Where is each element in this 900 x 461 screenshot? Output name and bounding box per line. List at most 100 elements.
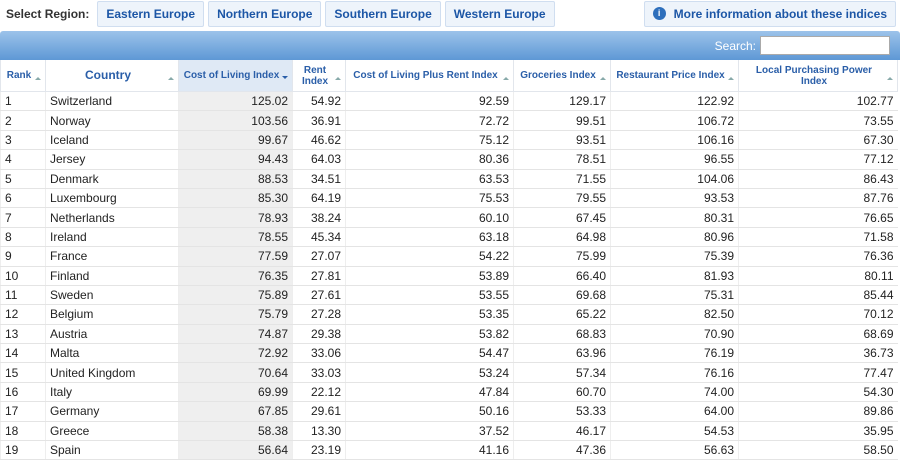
table-row: 10 Finland 76.35 27.81 53.89 66.40 81.93 80.11	[0, 266, 898, 286]
value-cell: 80.36	[345, 149, 514, 170]
table-row: 11 Sweden 75.89 27.61 53.55 69.68 75.31 85.44	[0, 285, 898, 306]
value-cell: 60.70	[513, 382, 611, 403]
search-bar: Search:	[0, 31, 900, 60]
column-header[interactable]: Cost of Living Plus Rent Index	[345, 60, 514, 92]
region-button[interactable]: Western Europe	[444, 0, 555, 27]
country-cell: Ireland	[45, 227, 179, 248]
value-cell: 69.68	[513, 285, 611, 306]
column-header[interactable]: Restaurant Price Index	[610, 60, 739, 92]
value-cell: 77.12	[738, 149, 898, 170]
rank-cell: 19	[0, 440, 46, 461]
table-row: 7 Netherlands 78.93 38.24 60.10 67.45 80.31 76.…	[0, 207, 898, 228]
value-cell: 106.16	[610, 130, 739, 151]
info-icon: i	[652, 7, 666, 20]
value-cell: 38.24	[292, 207, 346, 228]
value-cell: 53.35	[345, 304, 514, 325]
rank-cell: 8	[0, 227, 46, 248]
value-cell: 92.59	[345, 91, 514, 112]
value-cell: 75.12	[345, 130, 514, 151]
value-cell: 65.22	[513, 304, 611, 325]
value-cell: 75.79	[178, 304, 293, 325]
value-cell: 56.64	[178, 440, 293, 461]
value-cell: 76.65	[738, 207, 898, 228]
rank-cell: 1	[0, 91, 46, 112]
country-cell: Norway	[45, 110, 179, 131]
value-cell: 71.55	[513, 169, 611, 189]
value-cell: 33.03	[292, 362, 346, 383]
value-cell: 88.53	[178, 169, 293, 189]
value-cell: 58.38	[178, 421, 293, 442]
value-cell: 78.93	[178, 207, 293, 228]
rank-cell: 12	[0, 304, 46, 325]
value-cell: 87.76	[738, 188, 898, 209]
value-cell: 54.53	[610, 421, 739, 442]
rank-cell: 15	[0, 362, 46, 383]
column-header[interactable]: Rank	[0, 60, 46, 92]
country-cell: Iceland	[45, 130, 179, 151]
value-cell: 103.56	[178, 110, 293, 131]
value-cell: 53.89	[345, 266, 514, 286]
rank-cell: 3	[0, 130, 46, 151]
value-cell: 75.39	[610, 246, 739, 267]
value-cell: 27.81	[292, 266, 346, 286]
header-row: Rank Country Cost of Living Index Rent Inde…	[0, 60, 898, 92]
country-cell: Belgium	[45, 304, 179, 325]
value-cell: 85.30	[178, 188, 293, 209]
value-cell: 85.44	[738, 285, 898, 306]
value-cell: 64.98	[513, 227, 611, 248]
value-cell: 27.28	[292, 304, 346, 325]
value-cell: 74.87	[178, 324, 293, 345]
value-cell: 63.53	[345, 169, 514, 189]
value-cell: 64.19	[292, 188, 346, 209]
table-row: 2 Norway 103.56 36.91 72.72 99.51 106.72 73.55	[0, 110, 898, 131]
region-button[interactable]: Eastern Europe	[97, 0, 205, 27]
table-row: 14 Malta 72.92 33.06 54.47 63.96 76.19 36.73	[0, 343, 898, 364]
value-cell: 106.72	[610, 110, 739, 131]
value-cell: 68.69	[738, 324, 898, 345]
region-button[interactable]: Southern Europe	[325, 0, 441, 27]
value-cell: 74.00	[610, 382, 739, 403]
value-cell: 13.30	[292, 421, 346, 442]
value-cell: 93.53	[610, 188, 739, 209]
value-cell: 102.77	[738, 91, 898, 112]
value-cell: 47.36	[513, 440, 611, 461]
info-button[interactable]: i More information about these indices	[643, 0, 896, 27]
value-cell: 45.34	[292, 227, 346, 248]
column-header[interactable]: Local Purchasing Power Index	[738, 60, 898, 92]
value-cell: 72.72	[345, 110, 514, 131]
value-cell: 99.51	[513, 110, 611, 131]
value-cell: 73.55	[738, 110, 898, 131]
value-cell: 33.06	[292, 343, 346, 364]
table-row: 16 Italy 69.99 22.12 47.84 60.70 74.00 54.30	[0, 382, 898, 403]
column-header[interactable]: Country	[45, 60, 179, 92]
country-cell: Germany	[45, 401, 179, 422]
search-input[interactable]	[760, 36, 890, 55]
table-row: 4 Jersey 94.43 64.03 80.36 78.51 96.55 77.12	[0, 149, 898, 170]
column-header[interactable]: Rent Index	[292, 60, 346, 92]
value-cell: 75.99	[513, 246, 611, 267]
value-cell: 37.52	[345, 421, 514, 442]
region-button[interactable]: Northern Europe	[208, 0, 322, 27]
value-cell: 63.96	[513, 343, 611, 364]
value-cell: 122.92	[610, 91, 739, 112]
value-cell: 82.50	[610, 304, 739, 325]
value-cell: 99.67	[178, 130, 293, 151]
value-cell: 66.40	[513, 266, 611, 286]
table-row: 17 Germany 67.85 29.61 50.16 53.33 64.00 89.86	[0, 401, 898, 422]
country-cell: Finland	[45, 266, 179, 286]
table-row: 8 Ireland 78.55 45.34 63.18 64.98 80.96 71.58	[0, 227, 898, 248]
value-cell: 29.38	[292, 324, 346, 345]
value-cell: 70.12	[738, 304, 898, 325]
value-cell: 70.90	[610, 324, 739, 345]
region-label: Select Region:	[6, 6, 90, 21]
value-cell: 76.36	[738, 246, 898, 267]
column-header[interactable]: Cost of Living Index	[178, 60, 293, 92]
country-cell: Denmark	[45, 169, 179, 189]
column-header[interactable]: Groceries Index	[513, 60, 611, 92]
value-cell: 69.99	[178, 382, 293, 403]
value-cell: 35.95	[738, 421, 898, 442]
value-cell: 93.51	[513, 130, 611, 151]
table-row: 18 Greece 58.38 13.30 37.52 46.17 54.53 35.95	[0, 421, 898, 442]
search-label: Search:	[714, 38, 756, 53]
value-cell: 75.53	[345, 188, 514, 209]
